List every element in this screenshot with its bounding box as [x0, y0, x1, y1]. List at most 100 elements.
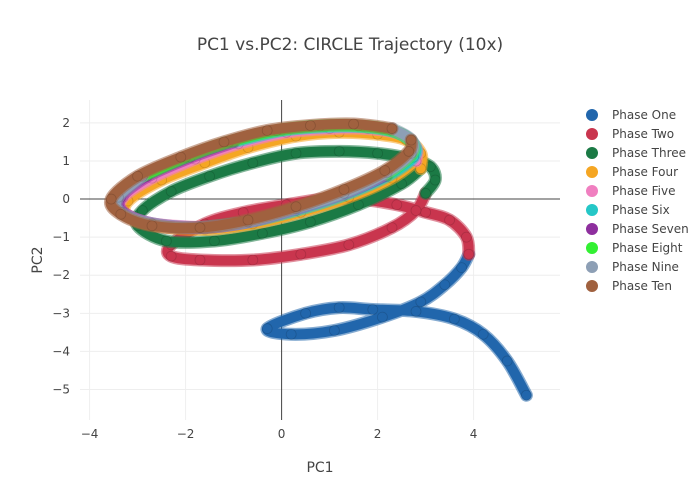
legend-label: Phase Five: [612, 184, 676, 198]
data-point: [420, 206, 432, 218]
data-point: [348, 118, 360, 130]
data-point: [521, 389, 532, 401]
data-point: [379, 165, 391, 176]
legend-item[interactable]: Phase Six: [586, 203, 670, 217]
data-point: [204, 170, 216, 182]
data-point: [420, 187, 432, 199]
data-point: [343, 239, 355, 251]
y-tick-label: −4: [52, 344, 70, 358]
x-tick-label: −4: [81, 427, 99, 441]
legend-item[interactable]: Phase Three: [586, 146, 686, 160]
data-point: [304, 120, 316, 131]
y-tick-label: −5: [52, 383, 70, 397]
data-point: [403, 146, 415, 157]
legend-item[interactable]: Phase One: [586, 108, 676, 122]
tick-labels: −4 −2 0 2 4 −5 −4 −3 −2 −1 0 1 2: [52, 116, 477, 441]
legend-marker: [586, 166, 598, 178]
legend-label: Phase Six: [612, 203, 670, 217]
data-point: [338, 184, 350, 195]
data-point: [300, 307, 312, 319]
data-point: [444, 214, 456, 226]
legend-marker: [586, 280, 598, 292]
data-point: [391, 199, 403, 211]
data-point: [105, 193, 117, 205]
x-tick-label: 2: [374, 427, 382, 441]
data-point: [501, 355, 513, 367]
legend-marker: [586, 109, 598, 121]
data-point: [410, 306, 422, 317]
data-point: [304, 216, 316, 228]
legend-marker: [586, 242, 598, 254]
legend-label: Phase Eight: [612, 241, 683, 255]
data-point: [256, 227, 268, 239]
y-axis-title: PC2: [30, 246, 46, 273]
data-point: [261, 125, 273, 136]
data-point: [242, 214, 254, 226]
legend-label: Phase Seven: [612, 222, 689, 236]
data-point: [463, 248, 475, 260]
legend-label: Phase Two: [612, 127, 674, 141]
data-point: [460, 231, 472, 243]
data-point: [208, 235, 220, 247]
data-point: [194, 254, 206, 266]
data-point: [333, 146, 345, 157]
series-layer: [104, 117, 533, 402]
legend-label: Phase Ten: [612, 279, 672, 293]
legend-item[interactable]: Phase Five: [586, 184, 676, 198]
series-phase-ten: [104, 117, 418, 235]
legend-marker: [586, 223, 598, 235]
legend-label: Phase Four: [612, 165, 678, 179]
y-tick-label: 1: [62, 154, 70, 168]
data-point: [247, 157, 259, 169]
legend: Phase One Phase Two Phase Three Phase Four P…: [586, 108, 689, 293]
data-point: [295, 248, 307, 260]
data-point: [376, 311, 388, 323]
data-point: [290, 147, 302, 159]
data-point: [477, 328, 489, 340]
data-point: [448, 313, 460, 325]
legend-item[interactable]: Phase Nine: [586, 260, 679, 274]
data-point: [328, 325, 340, 336]
legend-item[interactable]: Phase Two: [586, 127, 674, 141]
legend-marker: [586, 147, 598, 159]
data-point: [367, 304, 379, 315]
x-tick-label: 4: [470, 427, 478, 441]
data-point: [405, 134, 417, 146]
y-tick-label: 2: [62, 116, 70, 130]
data-point: [194, 222, 206, 234]
x-tick-label: 0: [278, 427, 286, 441]
data-point: [247, 254, 259, 266]
data-point: [290, 201, 302, 213]
data-point: [410, 205, 422, 216]
legend-item[interactable]: Phase Eight: [586, 241, 683, 255]
series-trail: [262, 249, 532, 401]
data-point: [386, 222, 398, 234]
legend-marker: [586, 261, 598, 273]
legend-item[interactable]: Phase Seven: [586, 222, 689, 236]
legend-item[interactable]: Phase Ten: [586, 279, 672, 293]
data-point: [146, 220, 158, 232]
data-point: [218, 136, 230, 148]
data-point: [415, 296, 427, 308]
data-point: [372, 147, 384, 159]
y-tick-label: 0: [62, 192, 70, 206]
data-point: [285, 328, 297, 340]
data-point: [160, 235, 172, 247]
data-point: [333, 302, 345, 314]
y-tick-label: −2: [52, 268, 70, 282]
data-point: [165, 186, 177, 197]
chart-title: PC1 vs.PC2: CIRCLE Trajectory (10x): [197, 35, 503, 55]
data-point: [115, 208, 127, 220]
y-tick-label: −3: [52, 306, 70, 320]
data-point: [429, 174, 441, 186]
data-point: [175, 151, 187, 163]
data-point: [165, 250, 177, 262]
data-point: [261, 323, 273, 334]
legend-marker: [586, 185, 598, 197]
data-point: [132, 170, 144, 182]
legend-item[interactable]: Phase Four: [586, 165, 678, 179]
series-phase-one: [260, 247, 533, 402]
legend-label: Phase One: [612, 108, 676, 122]
legend-label: Phase Nine: [612, 260, 679, 274]
legend-label: Phase Three: [612, 146, 686, 160]
